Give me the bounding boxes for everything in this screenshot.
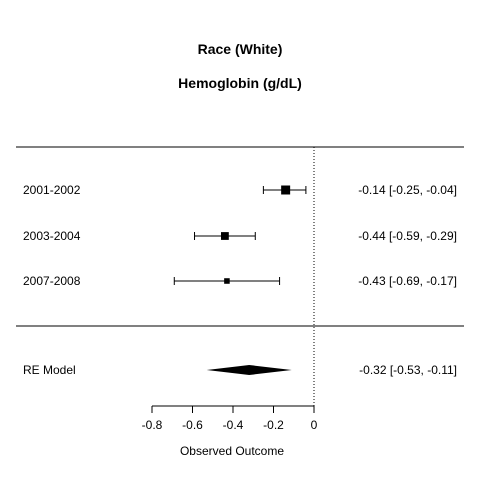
summary-estimate-text: -0.32 [-0.53, -0.11] xyxy=(359,363,457,377)
x-tick-label: -0.8 xyxy=(142,418,163,432)
study-label: 2003-2004 xyxy=(23,229,81,243)
estimate-text: -0.44 [-0.59, -0.29] xyxy=(358,229,457,243)
point-estimate xyxy=(221,232,229,240)
x-axis-label: Observed Outcome xyxy=(180,444,284,458)
x-tick-label: -0.2 xyxy=(263,418,284,432)
x-tick-label: -0.4 xyxy=(223,418,244,432)
x-tick-label: 0 xyxy=(311,418,318,432)
study-row: 2003-2004 -0.44 [-0.59, -0.29] xyxy=(23,229,457,243)
point-estimate xyxy=(224,278,230,284)
study-label: 2007-2008 xyxy=(23,274,81,288)
estimate-text: -0.14 [-0.25, -0.04] xyxy=(358,183,457,197)
estimate-text: -0.43 [-0.69, -0.17] xyxy=(358,274,457,288)
summary-row: RE Model -0.32 [-0.53, -0.11] xyxy=(23,363,457,377)
study-row: 2007-2008 -0.43 [-0.69, -0.17] xyxy=(23,274,457,288)
study-rows: 2001-2002 -0.14 [-0.25, -0.04] 2003-2004 -0… xyxy=(23,183,457,288)
x-axis: -0.8 -0.6 -0.4 -0.2 0 xyxy=(142,405,318,432)
summary-label: RE Model xyxy=(23,363,76,377)
study-label: 2001-2002 xyxy=(23,183,81,197)
point-estimate xyxy=(281,185,291,195)
chart-subtitle: Hemoglobin (g/dL) xyxy=(178,75,302,91)
summary-diamond xyxy=(206,365,292,375)
chart-title: Race (White) xyxy=(198,41,283,57)
x-tick-label: -0.6 xyxy=(182,418,203,432)
study-row: 2001-2002 -0.14 [-0.25, -0.04] xyxy=(23,183,457,197)
